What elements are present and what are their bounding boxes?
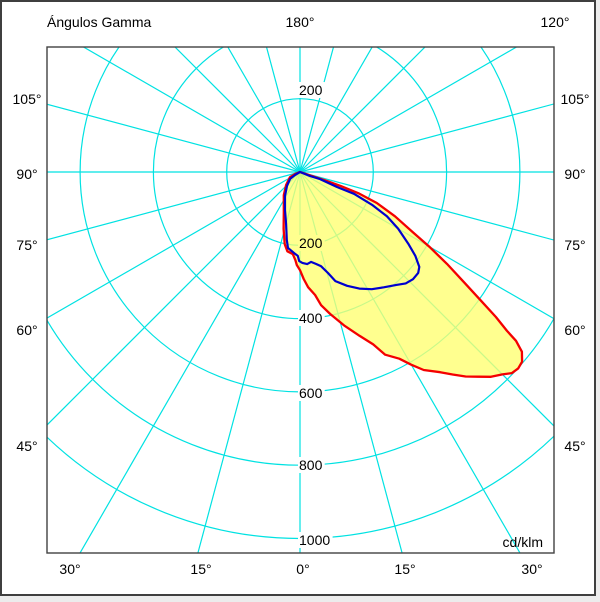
gamma-angle-label: 60° (16, 322, 38, 338)
red-intensity-curve (282, 170, 524, 378)
gamma-angle-label: 90° (16, 166, 38, 182)
radial-tick-label: 200 (299, 235, 323, 251)
radial-tick-label-box (298, 532, 333, 548)
unit-label: cd/klm (502, 534, 543, 550)
radial-tick-label-box (298, 82, 325, 98)
gamma-ray (197, 171, 301, 553)
gamma-ray (299, 47, 373, 173)
radial-tick-label: 800 (299, 457, 323, 473)
gamma-ray (82, 47, 301, 173)
radial-tick-label-box (298, 310, 325, 326)
plot-frame (46, 46, 555, 554)
gamma-ray (299, 47, 518, 173)
gamma-angle-label: 105° (560, 91, 590, 107)
gamma-ray (47, 171, 301, 241)
gamma-angle-label: 180° (285, 14, 315, 30)
gamma-angle-label: 45° (564, 438, 586, 454)
gamma-ray (47, 103, 301, 173)
radial-tick-label: 600 (299, 385, 323, 401)
gamma-ray (299, 47, 426, 173)
radial-tick-label: 1000 (299, 532, 330, 548)
blue-intensity-curve (283, 170, 421, 291)
gamma-angle-label: 0° (296, 561, 310, 577)
gamma-angle-label: 120° (540, 14, 570, 30)
chart-title: Ángulos Gamma (47, 14, 152, 30)
gamma-ray (79, 171, 301, 553)
gamma-ray (299, 103, 554, 173)
gamma-angle-label: 15° (190, 561, 212, 577)
gamma-angle-label: 75° (564, 237, 586, 253)
gamma-angle-label: 90° (564, 166, 586, 182)
radial-tick-label-box (298, 457, 325, 473)
gamma-angle-label: 30° (521, 561, 543, 577)
radial-tick-label-box (298, 385, 325, 401)
beam-fill (283, 172, 523, 377)
gamma-ray (47, 171, 301, 426)
gamma-angle-label: 60° (564, 322, 586, 338)
gamma-ray (227, 47, 301, 173)
gamma-angle-label: 105° (12, 91, 42, 107)
gamma-angle-label: 30° (59, 561, 81, 577)
gamma-angle-label: 15° (394, 561, 416, 577)
gamma-ray (174, 47, 301, 173)
gamma-ray (47, 171, 301, 319)
gamma-angle-label: 75° (16, 237, 38, 253)
gamma-ray (265, 47, 301, 173)
gamma-angle-label: 45° (16, 438, 38, 454)
gamma-ray (299, 171, 554, 241)
radial-tick-label: 200 (299, 82, 323, 98)
radial-tick-label: 400 (299, 310, 323, 326)
